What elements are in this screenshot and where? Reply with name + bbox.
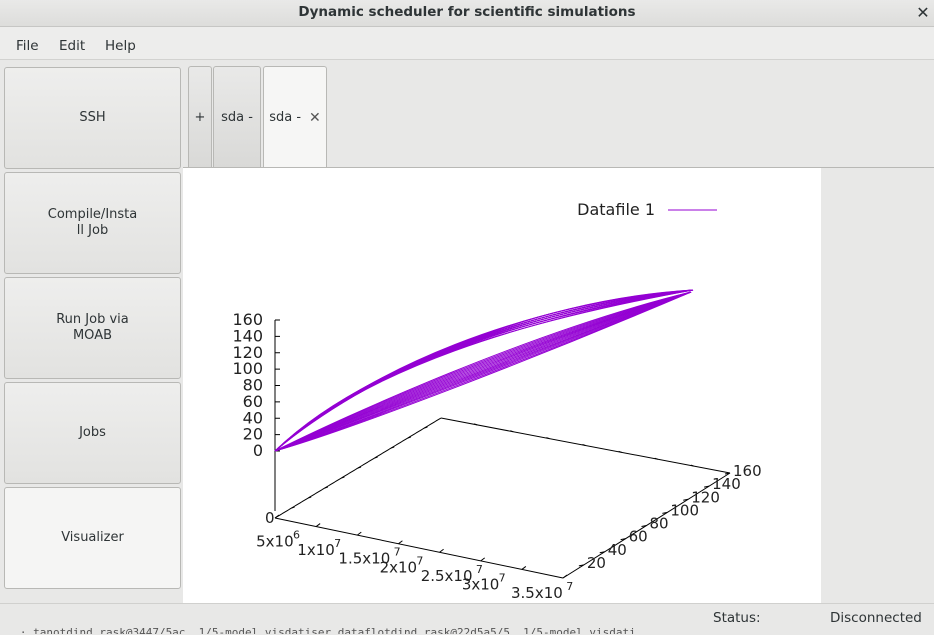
plus-icon: +	[194, 109, 206, 125]
tab-divider	[183, 167, 934, 168]
add-tab-button[interactable]: +	[188, 66, 212, 167]
x-tick-exponent: 7	[566, 580, 573, 593]
z-tick-label: 60	[243, 392, 263, 411]
status-bar: Status: Disconnected	[0, 603, 934, 635]
x-tick	[398, 540, 403, 545]
back-tick	[473, 423, 478, 426]
z-tick-label: 160	[232, 310, 263, 329]
right-panel	[821, 168, 934, 603]
visualizer-button[interactable]: Visualizer	[4, 487, 181, 589]
back-tick	[308, 496, 312, 499]
back-tick	[582, 444, 586, 446]
back-tick	[690, 464, 695, 467]
underlying-window-text: .. · tanotdind.rask@3447/5ac. 1/5-model.…	[0, 626, 636, 634]
y-tick	[704, 485, 710, 488]
z-tick-label: 0	[253, 441, 263, 460]
x-tick	[356, 531, 362, 536]
window-title: Dynamic scheduler for scientific simulat…	[298, 4, 636, 20]
window-titlebar: Dynamic scheduler for scientific simulat…	[0, 0, 934, 27]
legend-label: Datafile 1	[577, 200, 655, 219]
jobs-button[interactable]: Jobs	[4, 382, 181, 484]
y-tick-label: 120	[691, 488, 720, 506]
tab-strip: + sda - sda - ✕	[183, 60, 934, 168]
x-tick-exponent: 7	[499, 571, 506, 584]
tab-label: sda -	[269, 110, 302, 125]
y-tick-label: 20	[587, 554, 606, 572]
surface-line	[274, 291, 692, 452]
compile-install-job-button[interactable]: Compile/Insta ll Job	[4, 172, 181, 274]
y-tick	[662, 511, 668, 514]
x-tick-label: 0	[265, 509, 275, 527]
x-tick-label: 3.5x10	[511, 584, 563, 602]
y-tick-label: 160	[733, 462, 762, 480]
x-tick-label: 1x10	[297, 541, 335, 559]
back-tick	[424, 426, 428, 429]
back-tick	[618, 450, 622, 453]
back-tick	[341, 476, 345, 479]
run-job-moab-button[interactable]: Run Job via MOAB	[4, 277, 181, 379]
menubar: File Edit Help	[0, 27, 934, 60]
y-tick-label: 140	[712, 475, 741, 493]
back-tick	[374, 456, 378, 459]
ssh-button[interactable]: SSH	[4, 67, 181, 169]
y-tick	[620, 538, 626, 541]
x-tick-label: 1.5x10	[338, 550, 390, 568]
close-tab-icon[interactable]: ✕	[309, 109, 321, 126]
x-tick-label: 2x10	[380, 558, 418, 576]
x-tick	[439, 548, 444, 553]
x-tick	[562, 574, 568, 579]
y-tick-label: 60	[629, 528, 648, 546]
y-tick-label: 100	[670, 501, 699, 519]
back-tick	[654, 457, 658, 460]
status-value: Disconnected	[830, 610, 922, 626]
x-tick	[274, 514, 280, 519]
menu-help[interactable]: Help	[105, 38, 136, 54]
y-tick-label: 40	[608, 541, 627, 559]
z-tick-label: 120	[232, 343, 263, 362]
x-tick-exponent: 6	[293, 529, 300, 542]
z-tick-label: 40	[243, 408, 263, 427]
y-tick	[641, 525, 647, 527]
close-window-icon[interactable]: ✕	[916, 3, 930, 22]
x-tick-exponent: 7	[416, 554, 423, 567]
x-tick-exponent: 7	[334, 537, 341, 550]
back-tick	[324, 486, 328, 489]
x-tick-label: 5x10	[256, 533, 294, 551]
y-tick	[683, 498, 689, 501]
x-tick	[521, 566, 527, 570]
z-tick-label: 20	[243, 425, 263, 444]
back-tick	[391, 446, 395, 449]
tab-sda-2[interactable]: sda - ✕	[263, 66, 327, 168]
z-tick-label: 100	[232, 359, 263, 378]
back-tick	[291, 506, 295, 509]
menu-file[interactable]: File	[16, 38, 39, 54]
y-tick-label: 80	[650, 515, 669, 533]
x-tick	[480, 557, 486, 562]
y-tick	[578, 564, 584, 567]
tab-label: sda -	[221, 109, 253, 125]
x-axis-line	[274, 517, 564, 579]
back-tick	[407, 436, 411, 439]
plot-area: 0 20 40 60 80 100 120 140 160 0 5x10 6 1x10 7 1.5x10 7 2…	[183, 168, 821, 603]
z-tick-label: 140	[232, 326, 263, 345]
z-tick-label: 80	[243, 376, 263, 395]
back-tick	[357, 466, 362, 469]
tab-sda-1[interactable]: sda -	[213, 66, 261, 167]
sidebar: SSH Compile/Insta ll Job Run Job via MOA…	[0, 60, 183, 605]
y-tick	[724, 472, 731, 475]
x-tick-exponent: 7	[394, 546, 401, 559]
menu-edit[interactable]: Edit	[59, 38, 86, 54]
x-tick-label: 3x10	[462, 575, 500, 593]
back-tick	[510, 430, 514, 433]
surface-line	[274, 289, 694, 452]
y-tick	[599, 551, 605, 554]
x-tick-label: 2.5x10	[421, 567, 473, 585]
surface-line	[274, 289, 694, 452]
x-tick-exponent: 7	[476, 563, 483, 576]
x-tick	[315, 523, 321, 527]
back-tick	[546, 437, 550, 440]
status-label: Status:	[713, 610, 761, 626]
